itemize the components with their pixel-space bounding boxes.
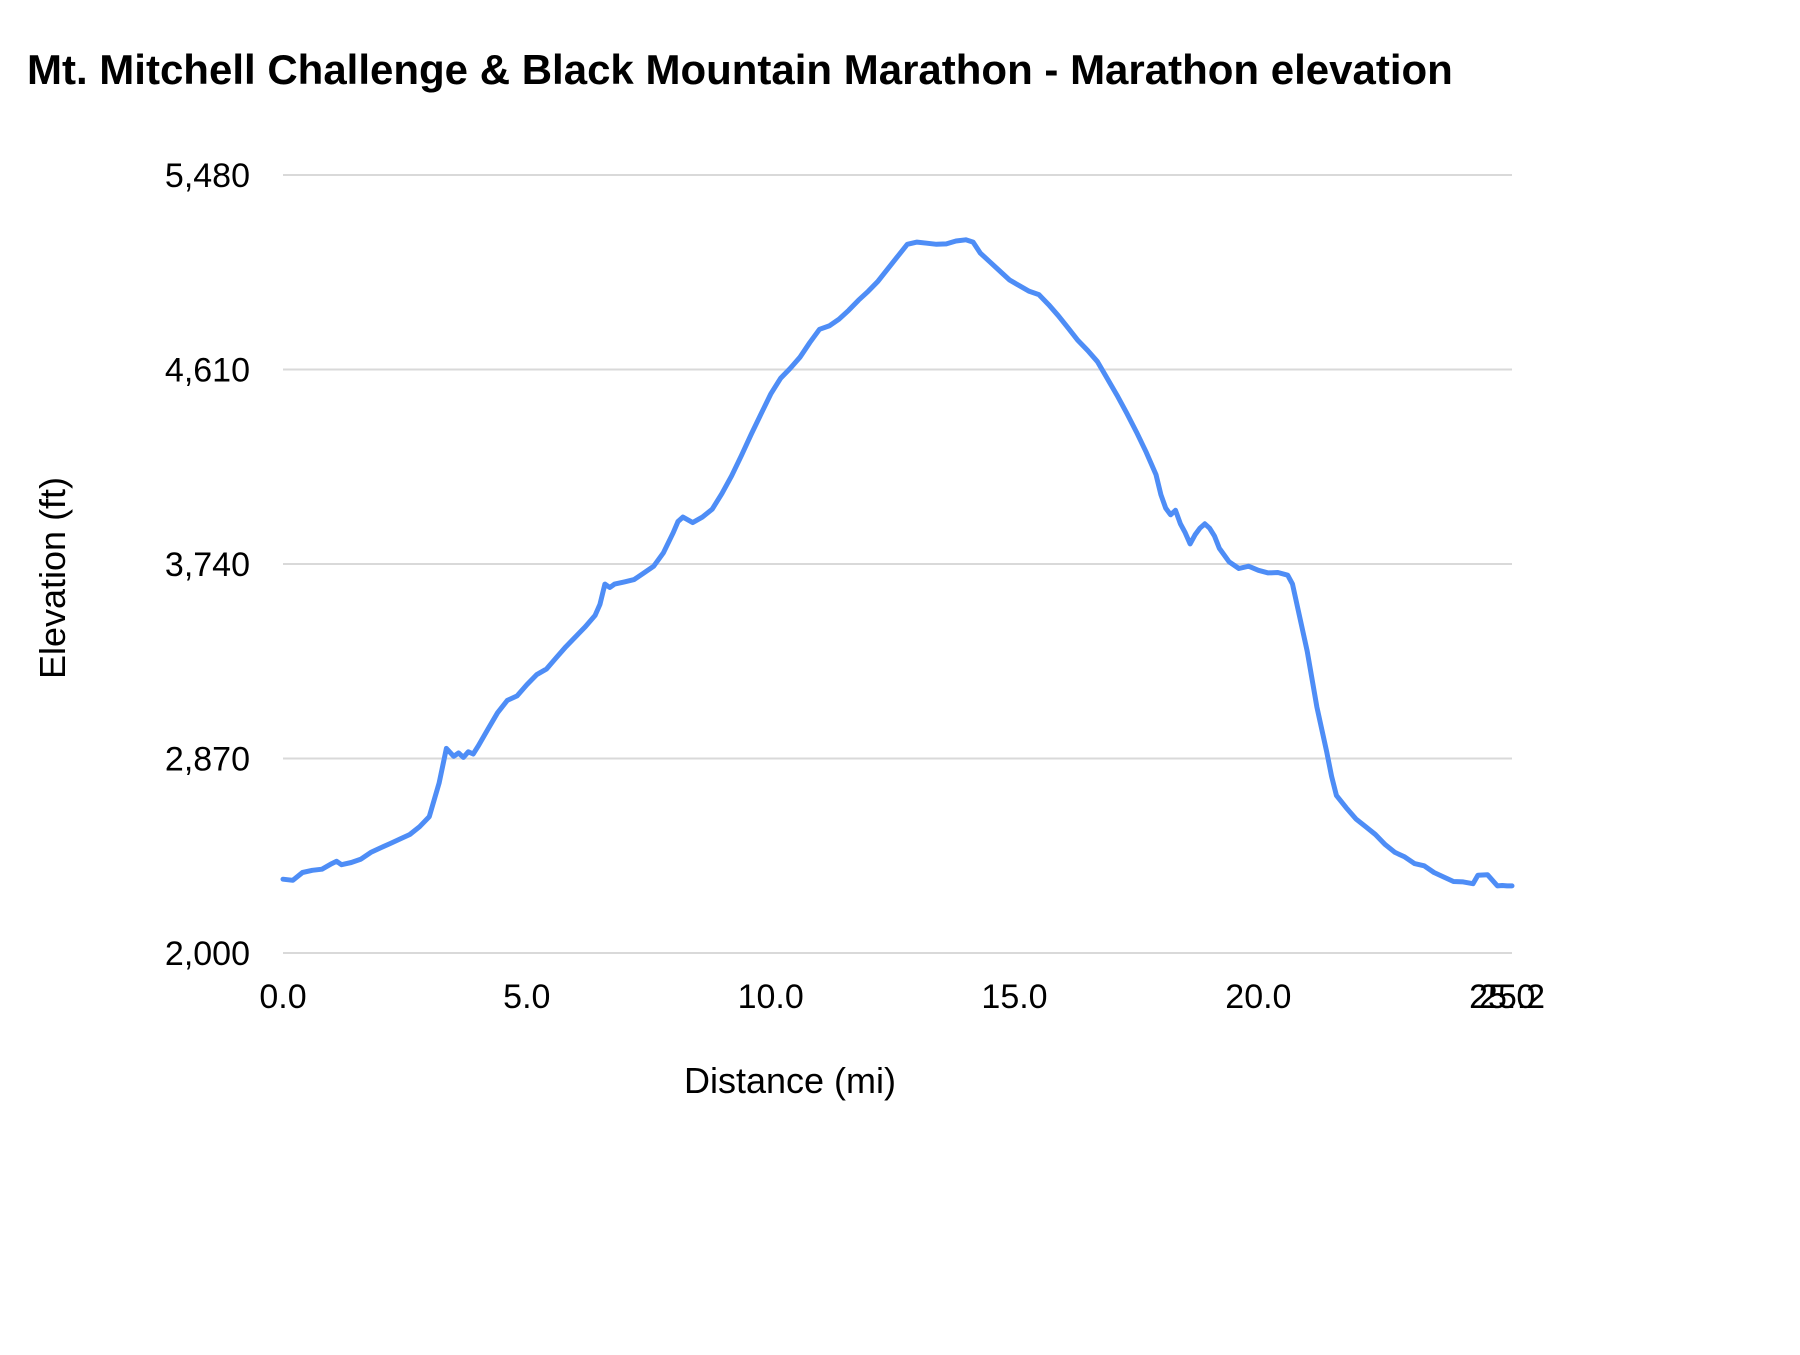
ticks-group: 2,000 2,870 3,740 4,610 5,480 0.0 5.0 10.0 15.0 2… xyxy=(165,157,1545,1016)
x-axis-title: Distance (mi) xyxy=(684,1060,896,1101)
y-axis-title: Elevation (ft) xyxy=(32,477,73,679)
x-tick-label: 15.0 xyxy=(981,978,1047,1016)
gridlines-group xyxy=(283,174,1512,954)
elevation-line xyxy=(280,237,1515,889)
x-tick-label: 25.2 xyxy=(1479,978,1545,1016)
y-tick-label: 4,610 xyxy=(165,352,250,390)
x-tick-label: 10.0 xyxy=(738,978,804,1016)
y-tick-label: 5,480 xyxy=(165,157,250,195)
x-tick-label: 5.0 xyxy=(503,978,550,1016)
x-tick-label: 25.0 xyxy=(1469,978,1535,1016)
x-tick-label: 0.0 xyxy=(259,978,306,1016)
x-tick-label: 20.0 xyxy=(1225,978,1291,1016)
y-tick-label: 2,870 xyxy=(165,741,250,779)
y-tick-label: 3,740 xyxy=(165,546,250,584)
y-tick-label: 2,000 xyxy=(165,935,250,973)
chart-title: Mt. Mitchell Challenge & Black Mountain … xyxy=(27,46,1453,93)
